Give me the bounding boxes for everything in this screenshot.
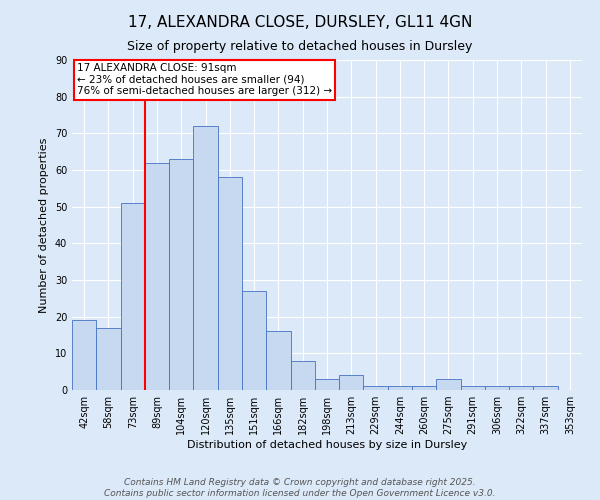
Bar (436, 379, 461, 390)
Bar (72, 320, 96, 390)
Bar (461, 386, 485, 390)
Bar (266, 332, 290, 390)
Bar (169, 159, 193, 390)
Y-axis label: Number of detached properties: Number of detached properties (39, 138, 49, 312)
Text: Size of property relative to detached houses in Dursley: Size of property relative to detached ho… (127, 40, 473, 53)
Bar (388, 386, 412, 390)
Text: 17, ALEXANDRA CLOSE, DURSLEY, GL11 4GN: 17, ALEXANDRA CLOSE, DURSLEY, GL11 4GN (128, 15, 472, 30)
Bar (145, 162, 169, 390)
Bar (193, 126, 218, 390)
Bar (412, 386, 436, 390)
Bar (485, 386, 509, 390)
Text: 17 ALEXANDRA CLOSE: 91sqm
← 23% of detached houses are smaller (94)
76% of semi-: 17 ALEXANDRA CLOSE: 91sqm ← 23% of detac… (77, 64, 332, 96)
X-axis label: Distribution of detached houses by size in Dursley: Distribution of detached houses by size … (187, 440, 467, 450)
Bar (339, 376, 364, 390)
Bar (315, 379, 339, 390)
Bar (218, 178, 242, 390)
Bar (509, 386, 533, 390)
Bar (121, 203, 145, 390)
Bar (533, 386, 558, 390)
Text: Contains HM Land Registry data © Crown copyright and database right 2025.
Contai: Contains HM Land Registry data © Crown c… (104, 478, 496, 498)
Bar (242, 291, 266, 390)
Bar (290, 360, 315, 390)
Bar (364, 386, 388, 390)
Bar (96, 328, 121, 390)
